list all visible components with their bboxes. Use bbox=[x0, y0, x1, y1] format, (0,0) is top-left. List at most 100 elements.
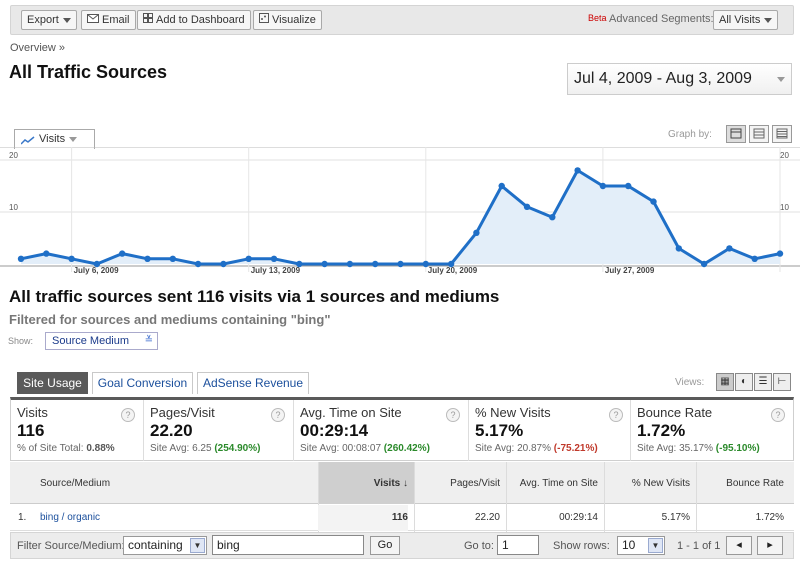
column-header-pages-visit[interactable]: Pages/Visit bbox=[450, 477, 500, 489]
table-view-button[interactable]: ▦ bbox=[716, 373, 734, 391]
graph-by-month-button[interactable] bbox=[772, 125, 792, 143]
previous-page-button[interactable]: ◂ bbox=[726, 536, 752, 555]
visits-over-time-chart: 20 20 10 10 July 6, 2009 July 13, 2009 July 20… bbox=[0, 147, 800, 275]
export-button[interactable]: Export bbox=[21, 10, 77, 30]
table-icon: ▦ bbox=[720, 376, 730, 387]
data-point bbox=[245, 255, 252, 262]
filter-input[interactable]: bing bbox=[212, 535, 364, 555]
data-point bbox=[270, 255, 278, 262]
help-icon[interactable]: ? bbox=[609, 408, 623, 422]
cell-new-visits: 5.17% bbox=[661, 512, 690, 523]
date-range-picker[interactable]: Jul 4, 2009 - Aug 3, 2009 bbox=[567, 63, 792, 95]
metric-label: % New Visits bbox=[475, 405, 551, 420]
data-point bbox=[599, 182, 607, 190]
pie-view-button[interactable]: ◐ bbox=[735, 373, 753, 391]
data-point bbox=[700, 260, 708, 268]
metric-sub: % of Site Total: 0.88% bbox=[17, 443, 137, 454]
data-point bbox=[574, 167, 581, 174]
visualize-button[interactable]: Visualize bbox=[253, 10, 322, 30]
filter-label: Filter Source/Medium: bbox=[17, 540, 125, 552]
report-toolbar: Export Email Add to Dashboard Visualize … bbox=[10, 5, 794, 35]
double-chevron-down-icon: ≚ bbox=[144, 335, 153, 346]
graph-by-day-button[interactable] bbox=[726, 125, 746, 143]
help-icon[interactable]: ? bbox=[271, 408, 285, 422]
tab-site-usage[interactable]: Site Usage bbox=[17, 372, 88, 394]
goto-label: Go to: bbox=[464, 540, 494, 552]
tab-goal-conversion[interactable]: Goal Conversion bbox=[92, 372, 193, 394]
chevron-down-icon bbox=[777, 77, 785, 82]
graph-by-week-button[interactable] bbox=[749, 125, 769, 143]
dimension-selector[interactable]: Source Medium ≚ bbox=[45, 332, 158, 350]
help-icon[interactable]: ? bbox=[121, 408, 135, 422]
arrow-right-icon: ▸ bbox=[767, 539, 773, 551]
segments-dropdown[interactable]: All Visits bbox=[713, 10, 779, 30]
visualize-label: Visualize bbox=[272, 14, 316, 26]
metric-delta: (254.90%) bbox=[214, 443, 261, 454]
views-label: Views: bbox=[675, 377, 705, 388]
source-medium-link[interactable]: bing / organic bbox=[40, 512, 101, 523]
metric-delta: (260.42%) bbox=[383, 443, 430, 454]
filter-mode-select[interactable]: containing ▼ bbox=[123, 536, 207, 555]
metric-value: 116 bbox=[17, 421, 45, 440]
data-point bbox=[119, 250, 126, 257]
show-rows-select[interactable]: 10 ▼ bbox=[617, 536, 665, 555]
metric-sub-prefix: Site Avg: bbox=[300, 443, 340, 454]
graph-metric-label: Visits bbox=[39, 133, 66, 145]
comparison-icon: ⊢ bbox=[777, 376, 787, 387]
tab-adsense-revenue[interactable]: AdSense Revenue bbox=[197, 372, 309, 394]
column-divider bbox=[696, 462, 697, 532]
bar-list-icon: ☰ bbox=[758, 376, 768, 387]
metric-label: Avg. Time on Site bbox=[300, 405, 402, 420]
goto-page-input[interactable]: 1 bbox=[497, 535, 539, 555]
column-divider bbox=[506, 462, 507, 532]
column-header-bounce-rate[interactable]: Bounce Rate bbox=[726, 477, 784, 489]
email-label: Email bbox=[102, 14, 130, 26]
graph-metric-selector[interactable]: Visits bbox=[14, 129, 95, 149]
metric-value: 5.17% bbox=[475, 421, 524, 440]
metric-value: 1.72% bbox=[637, 421, 686, 440]
advanced-segments-label: Advanced Segments: bbox=[609, 13, 714, 25]
data-point bbox=[17, 255, 25, 262]
column-header-new-visits[interactable]: % New Visits bbox=[631, 477, 690, 489]
graph-by-label: Graph by: bbox=[668, 129, 712, 140]
segments-value: All Visits bbox=[719, 14, 761, 26]
page-title: All Traffic Sources bbox=[9, 62, 168, 82]
metric-sub-value: 00:08:07 bbox=[342, 443, 382, 454]
data-point bbox=[422, 260, 429, 268]
column-header-visits[interactable]: Visits ↓ bbox=[318, 462, 414, 504]
dashboard-icon bbox=[143, 11, 153, 29]
chevron-down-icon bbox=[69, 136, 78, 142]
add-to-dashboard-button[interactable]: Add to Dashboard bbox=[137, 10, 251, 30]
chevron-down-icon bbox=[764, 17, 773, 23]
x-tick-label: July 6, 2009 bbox=[74, 266, 119, 275]
show-label: Show: bbox=[8, 336, 34, 346]
help-icon[interactable]: ? bbox=[446, 408, 460, 422]
pagination-range: 1 - 1 of 1 bbox=[677, 540, 721, 552]
line-chart-icon bbox=[20, 134, 35, 152]
help-icon[interactable]: ? bbox=[771, 408, 785, 422]
metric-label: Pages/Visit bbox=[150, 405, 215, 420]
comparison-view-button[interactable]: ⊢ bbox=[773, 373, 791, 391]
scorecard-visits: Visits 116 % of Site Total: 0.88% ? bbox=[11, 400, 144, 461]
metric-sub-prefix: Site Avg: bbox=[150, 443, 190, 454]
performance-view-button[interactable]: ☰ bbox=[754, 373, 772, 391]
metric-sub: Site Avg: 6.25 (254.90%) bbox=[150, 443, 287, 454]
email-button[interactable]: Email bbox=[81, 10, 136, 30]
metric-sub-prefix: Site Avg: bbox=[637, 443, 677, 454]
data-point bbox=[372, 260, 379, 268]
data-point bbox=[498, 182, 505, 190]
metric-sub: Site Avg: 00:08:07 (260.42%) bbox=[300, 443, 462, 454]
envelope-icon bbox=[87, 11, 99, 29]
y-tick-label-left: 20 bbox=[9, 151, 18, 160]
filter-go-button[interactable]: Go bbox=[370, 536, 400, 555]
y-tick-label-right: 10 bbox=[780, 203, 789, 212]
column-divider bbox=[604, 462, 605, 532]
breadcrumb[interactable]: Overview » bbox=[10, 42, 66, 54]
metric-value: 00:29:14 bbox=[300, 421, 369, 440]
scorecard-avg-time: Avg. Time on Site 00:29:14 Site Avg: 00:… bbox=[294, 400, 469, 461]
x-tick-label: July 13, 2009 bbox=[251, 266, 301, 275]
next-page-button[interactable]: ▸ bbox=[757, 536, 783, 555]
filter-mode-value: containing bbox=[128, 538, 183, 552]
column-header-avg-time[interactable]: Avg. Time on Site bbox=[519, 477, 598, 489]
column-header-source-medium[interactable]: Source/Medium bbox=[40, 477, 111, 489]
